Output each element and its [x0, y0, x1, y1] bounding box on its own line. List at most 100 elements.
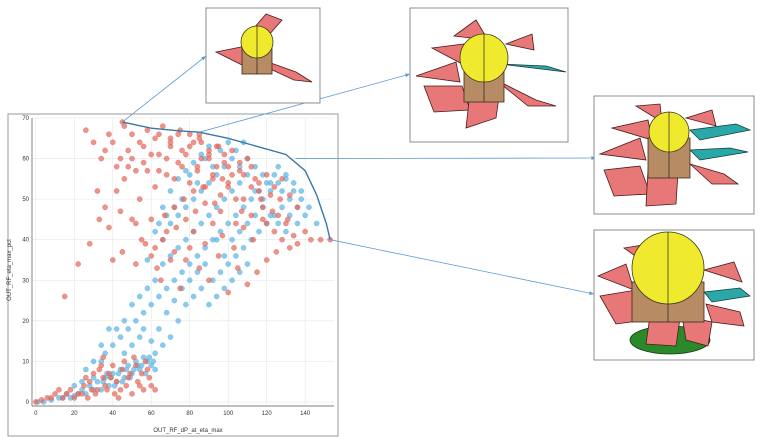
scatter-point	[194, 253, 201, 259]
turbine-thumbnail-3[interactable]	[593, 95, 755, 215]
scatter-point	[129, 342, 135, 348]
scatter-point	[125, 163, 131, 170]
scatter-point	[225, 139, 232, 146]
scatter-point	[267, 180, 274, 186]
scatter-point	[225, 163, 232, 170]
scatter-point	[194, 167, 201, 174]
scatter-point	[179, 147, 185, 154]
scatter-point	[194, 180, 201, 186]
scatter-point	[225, 289, 232, 296]
scatter-point	[102, 204, 108, 211]
scatter-point	[152, 350, 158, 357]
scatter-point	[173, 224, 180, 231]
turbine-thumbnail-1[interactable]	[205, 7, 321, 104]
scatter-point	[136, 139, 143, 146]
scatter-point	[152, 135, 158, 142]
scatter-point	[144, 257, 151, 263]
scatter-point	[285, 216, 291, 223]
scatter-point	[275, 163, 282, 170]
scatter-point	[275, 220, 282, 227]
scatter-point	[179, 269, 185, 275]
scatter-point	[121, 350, 128, 357]
scatter-point	[56, 386, 62, 393]
scatter-point	[233, 212, 239, 219]
scatter-point	[156, 293, 162, 300]
scatter-point	[254, 269, 260, 275]
scatter-point	[217, 269, 224, 275]
scatter-point	[236, 228, 243, 235]
scatter-point	[263, 220, 270, 227]
scatter-point	[175, 318, 181, 324]
scatter-point	[98, 342, 105, 348]
scatter-point	[236, 180, 243, 186]
scatter-point	[294, 240, 301, 247]
scatter-point	[183, 257, 189, 263]
scatter-point	[236, 167, 243, 174]
scatter-point	[160, 261, 166, 267]
scatter-point	[240, 171, 247, 178]
scatter-point	[186, 245, 193, 251]
scatter-point	[175, 245, 181, 251]
scatter-point	[190, 188, 197, 194]
scatter-point	[163, 171, 170, 178]
scatter-point	[167, 188, 174, 194]
scatter-point	[119, 366, 126, 373]
turbine-thumbnail-2[interactable]	[409, 7, 569, 143]
scatter-point	[286, 192, 293, 198]
scatter-point	[221, 285, 228, 292]
scatter-point	[317, 236, 324, 243]
scatter-point	[286, 245, 293, 251]
scatter-point	[167, 334, 174, 340]
connector-line	[295, 157, 597, 159]
scatter-point	[231, 245, 237, 251]
scatter-point	[269, 208, 276, 215]
scatter-point	[221, 196, 228, 202]
scatter-point	[248, 163, 255, 170]
turbine-small-3-blades-icon	[214, 13, 313, 83]
scatter-point	[229, 236, 235, 243]
y-tick-label: 20	[22, 319, 29, 325]
scatter-point	[175, 212, 181, 219]
y-axis-label: OUT_RF_eta_max_pct	[7, 239, 13, 301]
scatter-point	[38, 397, 45, 403]
scatter-point	[83, 127, 89, 133]
scatter-point	[113, 163, 120, 170]
scatter-point	[190, 159, 197, 166]
scatter-point	[109, 362, 116, 369]
scatter-point	[133, 362, 139, 369]
scatter-point	[152, 245, 158, 251]
scatter-point	[183, 236, 189, 243]
scatter-point	[198, 285, 205, 292]
scatter-point	[167, 139, 174, 146]
scatter-point	[156, 131, 162, 138]
scatter-point	[81, 382, 87, 389]
scatter-point	[186, 171, 193, 178]
y-tick-label: 70	[22, 116, 29, 122]
x-tick-label: 140	[300, 411, 311, 417]
scatter-point	[144, 167, 151, 174]
scatter-point	[71, 382, 78, 389]
scatter-point	[129, 301, 135, 308]
scatter-point	[140, 386, 147, 393]
scatter-point	[179, 163, 185, 170]
scatter-point	[131, 354, 137, 361]
scatter-point	[113, 188, 120, 194]
scatter-point	[119, 378, 126, 385]
scatter-point	[171, 277, 178, 284]
scatter-point	[240, 196, 247, 202]
scatter-point	[256, 180, 262, 186]
scatter-point	[129, 216, 135, 223]
scatter-point	[298, 188, 305, 194]
connector-arrowhead	[405, 73, 410, 78]
scatter-point	[129, 155, 135, 162]
scatter-marks	[33, 119, 333, 405]
scatter-point	[198, 220, 205, 227]
turbine-thumbnail-4[interactable]	[593, 229, 755, 361]
scatter-point	[148, 301, 155, 308]
scatter-point	[229, 277, 235, 284]
scatter-point	[152, 366, 158, 373]
scatter-point	[88, 386, 95, 393]
scatter-point	[167, 257, 174, 263]
scatter-point	[167, 220, 174, 227]
